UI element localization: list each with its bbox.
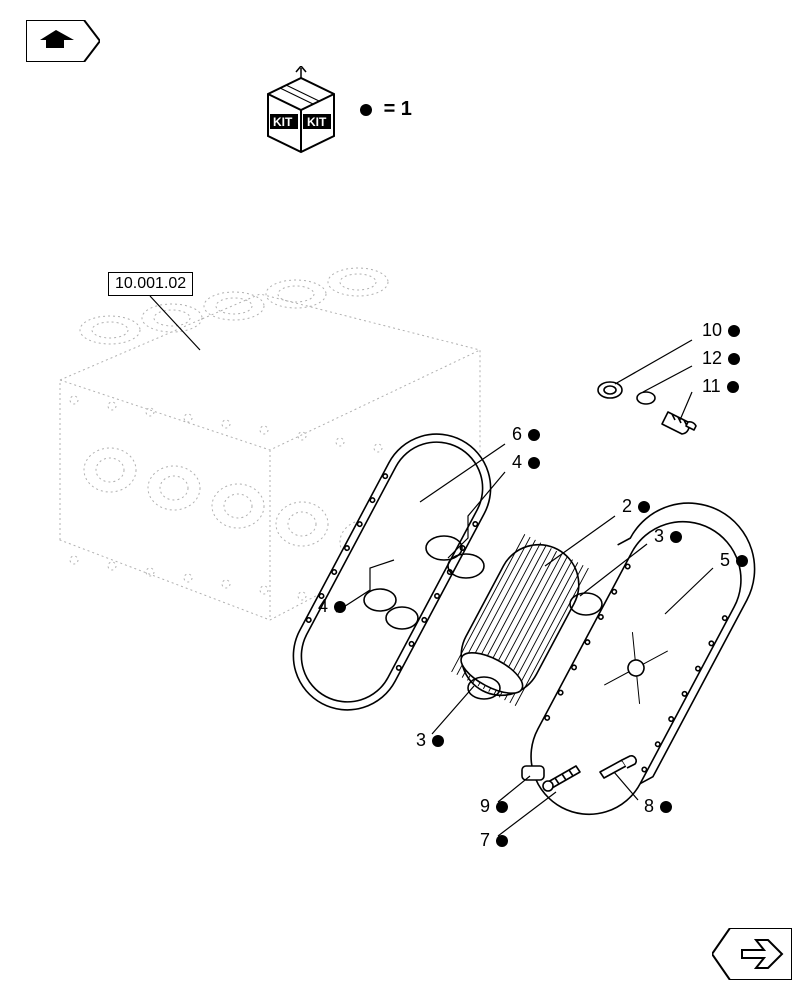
reference-label: 10.001.02	[115, 275, 186, 292]
callout-dot-icon	[728, 325, 740, 337]
callout-3-6: 3	[652, 526, 682, 547]
callout-number: 4	[318, 596, 328, 616]
callout-dot-icon	[736, 555, 748, 567]
callout-number: 12	[702, 348, 722, 368]
callout-dot-icon	[528, 457, 540, 469]
callout-number: 7	[480, 830, 490, 850]
callout-number: 6	[512, 424, 522, 444]
callout-3-9: 3	[414, 730, 444, 751]
callout-number: 4	[512, 452, 522, 472]
kit-equals-text: = 1	[384, 98, 412, 120]
callout-dot-icon	[334, 601, 346, 613]
callout-11-2: 11	[700, 376, 739, 397]
kit-dot-icon	[360, 104, 372, 116]
callout-dot-icon	[638, 501, 650, 513]
callout-number: 10	[702, 320, 722, 340]
callout-number: 8	[644, 796, 654, 816]
callout-7-11: 7	[478, 830, 508, 851]
callout-4-4: 4	[510, 452, 540, 473]
callout-dot-icon	[528, 429, 540, 441]
callout-6-3: 6	[510, 424, 540, 445]
callout-dot-icon	[670, 531, 682, 543]
callout-10-0: 10	[700, 320, 740, 341]
callout-8-12: 8	[642, 796, 672, 817]
callout-number: 9	[480, 796, 490, 816]
kit-label-right: KIT	[307, 115, 326, 129]
callout-number: 3	[416, 730, 426, 750]
callout-dot-icon	[496, 801, 508, 813]
callout-number: 3	[654, 526, 664, 546]
callout-4-8: 4	[316, 596, 346, 617]
callout-number: 5	[720, 550, 730, 570]
callout-number: 2	[622, 496, 632, 516]
callout-dot-icon	[727, 381, 739, 393]
kit-equals: = 1	[360, 98, 412, 121]
callout-dot-icon	[496, 835, 508, 847]
callout-dot-icon	[432, 735, 444, 747]
callout-12-1: 12	[700, 348, 740, 369]
callout-2-5: 2	[620, 496, 650, 517]
kit-label-left: KIT	[273, 115, 292, 129]
reference-box: 10.001.02	[108, 272, 193, 296]
callout-number: 11	[702, 376, 721, 396]
callout-9-10: 9	[478, 796, 508, 817]
callout-dot-icon	[660, 801, 672, 813]
callout-5-7: 5	[718, 550, 748, 571]
callout-dot-icon	[728, 353, 740, 365]
